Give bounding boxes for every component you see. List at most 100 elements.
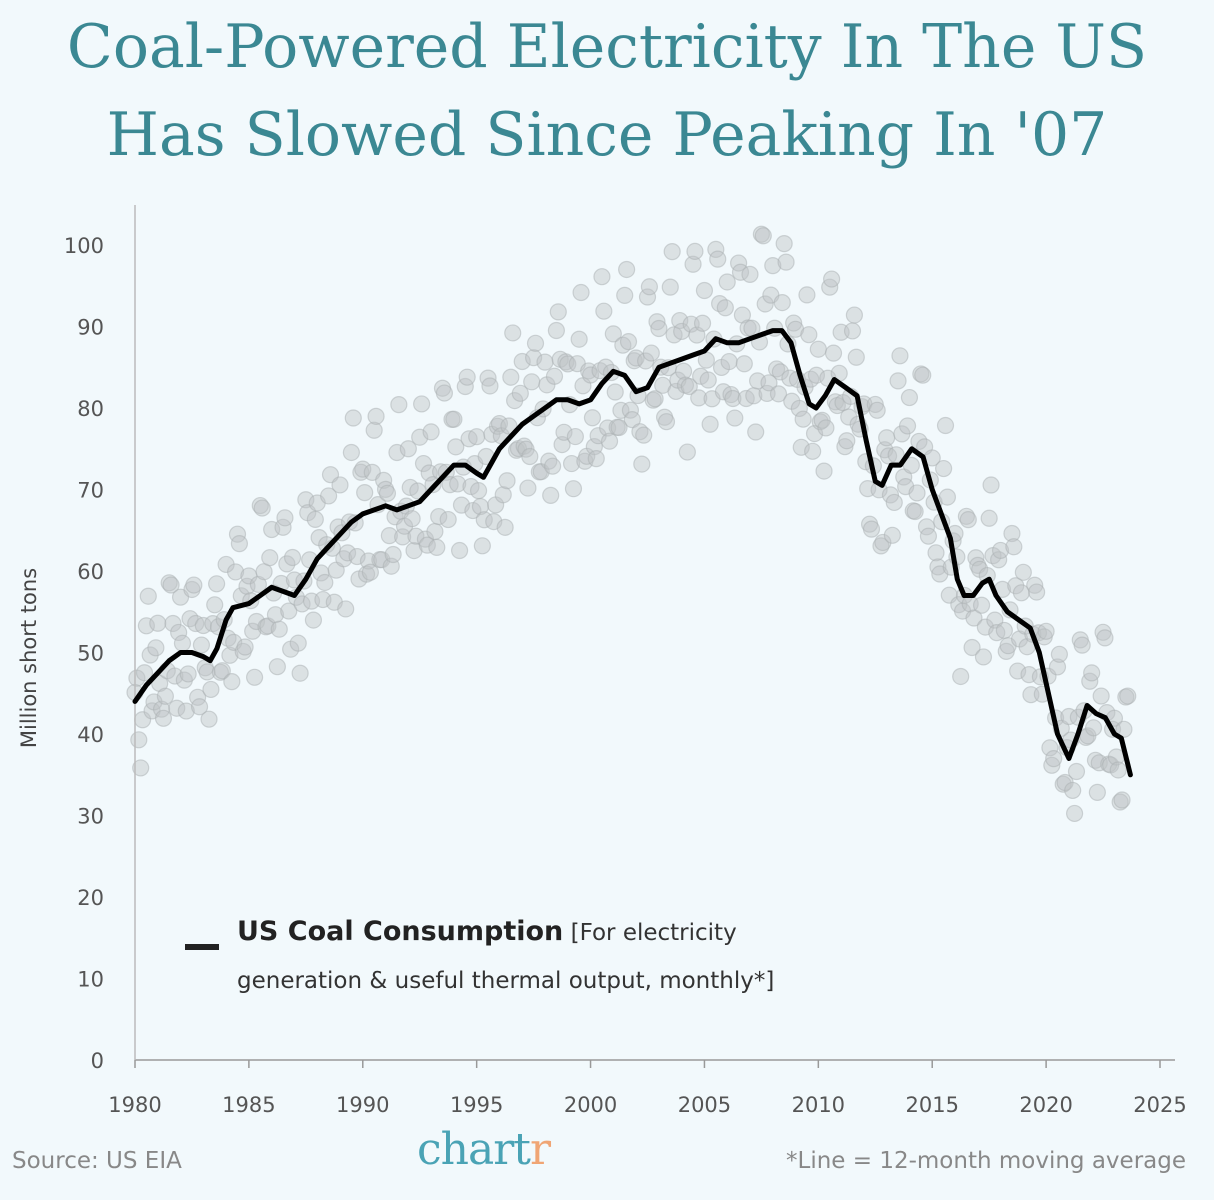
monthly-dot [399,440,417,458]
logo-text: chart [417,1124,531,1175]
monthly-dot [1096,629,1114,647]
monthly-dot [906,502,924,521]
monthly-dot [633,455,651,473]
monthly-dot [331,476,349,494]
monthly-dot [162,576,180,594]
monthly-dot [824,344,843,362]
monthly-dot [769,385,788,403]
monthly-dot [545,367,564,385]
monthly-dot [185,576,203,594]
monthly-dot [1109,761,1127,779]
monthly-dot [790,399,808,418]
monthly-dots [126,225,1137,823]
monthly-dot [430,507,448,526]
x-tick-label: 2000 [564,1093,617,1117]
y-tick-label: 60 [77,560,104,584]
monthly-dot [785,314,803,332]
y-tick-label: 40 [77,723,104,747]
monthly-dot [889,372,907,390]
monthly-dot [439,510,457,529]
monthly-dot [690,389,708,407]
monthly-dot [773,293,791,312]
x-tick-label: 2015 [905,1093,958,1117]
monthly-dot [885,493,903,512]
monthly-dot [208,575,226,593]
monthly-dot [504,324,522,342]
monthly-dot [337,600,355,618]
monthly-dot [671,311,689,330]
monthly-dot [800,326,818,344]
monthly-dot [900,388,919,407]
monthly-dot [270,620,288,638]
monthly-dot [422,423,440,441]
monthly-dot [245,668,264,686]
monthly-dot [147,639,165,657]
monthly-dot [760,374,778,392]
monthly-dot [521,447,539,466]
monthly-dot [612,401,630,419]
monthly-dot [515,437,533,455]
monthly-dot [642,344,660,362]
monthly-dot [149,614,167,632]
monthly-dot [500,417,518,435]
monthly-dot [526,334,545,352]
monthly-dot [513,352,531,371]
monthly-dot [606,383,624,401]
monthly-dot [735,355,753,373]
monthly-dot [699,371,717,389]
monthly-dot [1084,719,1103,737]
monthly-dot [646,390,664,408]
monthly-dot [338,544,357,562]
monthly-dot [1088,783,1106,801]
monthly-dot [678,443,696,461]
monthly-dot [616,286,634,304]
monthly-dot [170,623,188,642]
monthly-dot [868,401,886,419]
monthly-dot [1065,804,1084,823]
monthly-dot [693,314,712,332]
monthly-dot [1064,781,1082,800]
monthly-dot [883,526,901,544]
monthly-dot [384,545,402,564]
monthly-dot [635,426,653,444]
monthly-dot [618,260,636,279]
monthly-dot [276,509,294,527]
monthly-dot [130,731,148,749]
monthly-dot [1083,664,1101,682]
monthly-dot [648,313,666,331]
monthly-dot [496,518,514,536]
monthly-dot [593,268,611,286]
monthly-dot [223,673,241,691]
monthly-dot [1073,636,1091,654]
monthly-dot [230,535,248,553]
monthly-dot [1050,645,1068,663]
monthly-dot [253,499,271,517]
monthly-dot [982,476,1000,494]
monthly-dot [365,421,383,439]
monthly-dot [547,321,565,340]
monthly-dot [378,484,397,502]
chart-title-line-1: Coal-Powered Electricity In The US [66,12,1148,82]
monthly-dot [473,537,491,555]
monthly-dot [1060,707,1078,726]
monthly-dot [280,602,298,620]
monthly-dot [468,428,486,446]
monthly-dot [1119,687,1137,705]
monthly-dot [840,408,858,426]
monthly-dot [344,409,362,427]
monthly-dot [965,609,983,627]
monthly-dot [304,611,323,629]
monthly-dot [413,395,431,413]
monthly-dot [878,429,896,447]
monthly-dot [494,486,512,504]
y-tick-label: 10 [77,968,104,992]
monthly-dot [206,596,224,614]
monthly-dot [935,459,953,478]
monthly-dot [525,349,543,367]
monthly-dot [600,432,619,450]
monthly-dot [604,325,622,343]
monthly-dot [562,454,581,473]
monthly-dot [1041,739,1059,757]
monthly-dot [523,373,541,391]
x-tick-label: 2025 [1133,1093,1186,1117]
